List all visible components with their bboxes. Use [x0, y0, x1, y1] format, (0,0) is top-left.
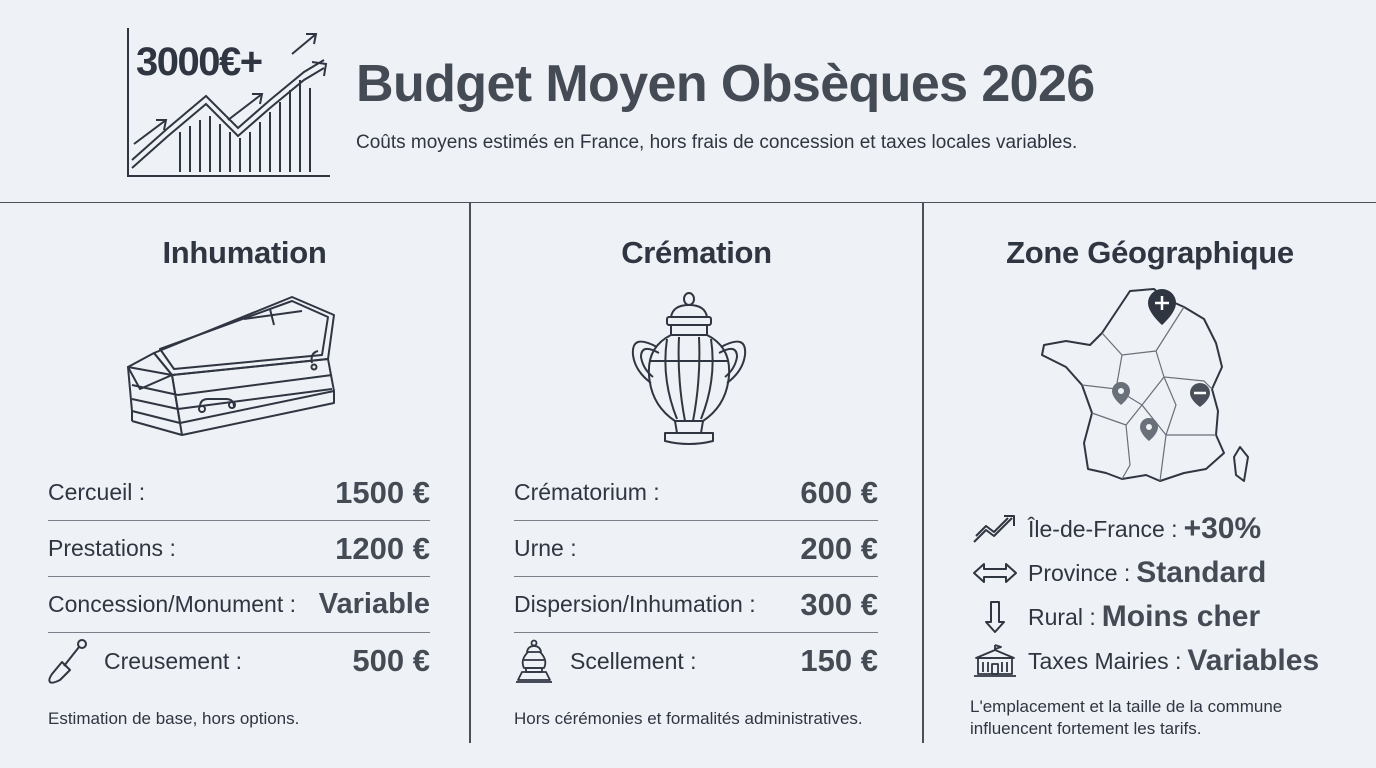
cremation-row-urne: Urne : 200 €	[514, 521, 878, 577]
row-label: Urne :	[514, 535, 577, 561]
page-title: Budget Moyen Obsèques 2026	[356, 55, 1095, 113]
row-label: Creusement :	[104, 647, 243, 674]
zone-label: Taxes Mairies :	[1028, 647, 1182, 674]
trend-up-icon	[972, 512, 1018, 546]
cremation-note: Hors cérémonies et formalités administra…	[514, 709, 863, 728]
inhumation-row-cercueil: Cercueil : 1500 €	[48, 465, 430, 521]
zone-row-ile-de-france: Île-de-France : +30%	[972, 507, 1261, 551]
column-divider	[922, 203, 924, 743]
urn-icon	[627, 289, 751, 454]
zone-label: Province :	[1028, 559, 1131, 586]
town-hall-icon	[972, 644, 1018, 678]
zone-column: Zone Géographique	[924, 203, 1376, 743]
zone-note-line-1: L'emplacement et la taille de la commune	[970, 697, 1283, 716]
zone-label: Île-de-France :	[1028, 515, 1178, 542]
arrow-down-icon	[972, 600, 1018, 634]
cremation-row-scellement: Scellement : 150 €	[514, 633, 878, 689]
header: 3000€+ Budget Moyen Obsèques 2026 Coûts …	[0, 0, 1376, 203]
row-value: 600 €	[800, 474, 878, 510]
zone-label: Rural :	[1028, 603, 1096, 630]
shovel-icon	[48, 638, 88, 684]
row-value: Variable	[318, 588, 430, 620]
inhumation-note: Estimation de base, hors options.	[48, 709, 300, 728]
row-value: 1500 €	[335, 474, 430, 510]
zone-row-province: Province : Standard	[972, 551, 1266, 595]
inhumation-row-concession: Concession/Monument : Variable	[48, 577, 430, 633]
zone-value: Standard	[1136, 556, 1267, 589]
zone-title: Zone Géographique	[1006, 235, 1294, 270]
zone-row-taxes-mairies: Taxes Mairies : Variables	[972, 639, 1319, 683]
inhumation-row-prestations: Prestations : 1200 €	[48, 521, 430, 577]
price-growth-chart-icon: 3000€+	[118, 24, 338, 184]
row-label: Dispersion/Inhumation :	[514, 591, 756, 617]
zone-value: +30%	[1183, 512, 1262, 545]
zone-note: L'emplacement et la taille de la commune…	[970, 696, 1282, 740]
zone-value: Moins cher	[1101, 600, 1261, 633]
row-value: 300 €	[800, 586, 878, 622]
double-arrow-icon	[972, 556, 1018, 590]
row-label: Scellement :	[570, 647, 697, 674]
row-value: 200 €	[800, 530, 878, 566]
zone-note-line-2: influencent fortement les tarifs.	[970, 719, 1202, 738]
row-label: Prestations :	[48, 535, 176, 561]
row-value: 150 €	[800, 643, 878, 678]
inhumation-column: Inhumation	[0, 203, 469, 743]
zone-row-rural: Rural : Moins cher	[972, 595, 1260, 639]
france-map-icon	[1036, 285, 1258, 510]
row-label: Crématorium :	[514, 479, 660, 505]
row-value: 500 €	[352, 643, 430, 678]
coffin-icon	[124, 291, 344, 448]
inhumation-title: Inhumation	[162, 235, 327, 270]
urn-icon	[514, 638, 554, 684]
cremation-title: Crémation	[621, 235, 772, 270]
row-value: 1200 €	[335, 530, 430, 566]
zone-value: Variables	[1187, 644, 1320, 677]
logo-text: 3000€+	[136, 40, 263, 84]
row-label: Concession/Monument :	[48, 591, 297, 617]
inhumation-row-creusement: Creusement : 500 €	[48, 633, 430, 689]
row-label: Cercueil :	[48, 479, 146, 505]
column-divider	[469, 203, 471, 743]
page-subtitle: Coûts moyens estimés en France, hors fra…	[356, 132, 1078, 153]
cremation-row-crematorium: Crématorium : 600 €	[514, 465, 878, 521]
cremation-row-dispersion: Dispersion/Inhumation : 300 €	[514, 577, 878, 633]
cremation-column: Crémation Crématori	[471, 203, 922, 743]
